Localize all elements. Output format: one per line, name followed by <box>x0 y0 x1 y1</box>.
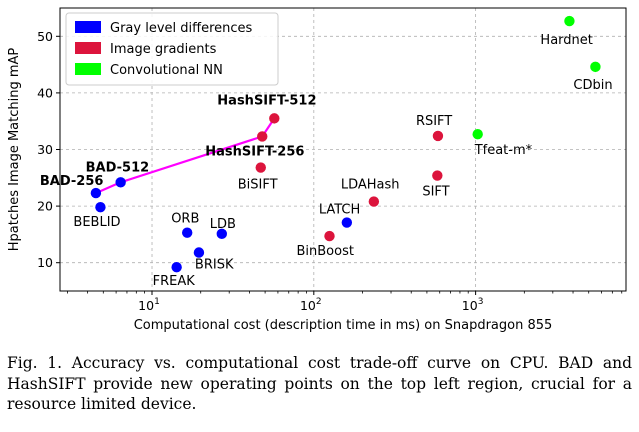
point-label: LATCH <box>319 203 360 218</box>
x-tick-label: 101 <box>138 297 160 313</box>
point-label: HashSIFT-256 <box>205 144 304 159</box>
point-ldb <box>216 228 228 240</box>
point-label: HashSIFT-512 <box>217 93 316 108</box>
point-label: FREAK <box>153 274 196 289</box>
point-label: BinBoost <box>296 244 353 259</box>
tradeoff-curve <box>95 117 276 195</box>
grid <box>60 8 626 291</box>
point-label: BAD-256 <box>40 174 104 189</box>
point-label: ORB <box>171 212 199 227</box>
y-tick-label: 30 <box>37 142 53 157</box>
point-ldahash <box>368 196 380 207</box>
point-bad-512 <box>115 177 126 188</box>
legend-label: Convolutional NN <box>110 63 223 78</box>
legend-box <box>65 12 279 86</box>
point-label: BRISK <box>195 258 234 273</box>
legend-swatch <box>75 63 101 75</box>
point-bisift <box>255 162 266 173</box>
x-tick-label: 103 <box>462 297 484 313</box>
legend-swatch <box>75 42 101 54</box>
point-label: SIFT <box>422 185 449 200</box>
point-label: BEBLID <box>73 215 120 230</box>
point-sift <box>432 170 443 181</box>
legend: Gray level differences Image gradients Con… <box>65 12 279 86</box>
point-label: LDB <box>210 217 236 232</box>
point-beblid <box>95 202 106 213</box>
point-label: RSIFT <box>416 114 452 129</box>
legend-label: Image gradients <box>110 42 217 57</box>
point-tfeat-m- <box>472 129 483 140</box>
tradeoff-curve-group <box>95 117 276 195</box>
legend-label: Gray level differences <box>110 21 253 36</box>
y-axis-ticks: 10 20 30 40 50 <box>37 29 60 270</box>
point-bad-256 <box>90 187 102 199</box>
legend-swatch <box>75 21 101 33</box>
x-axis-ticks: 101 102 103 <box>138 291 483 313</box>
figure-caption: Fig. 1. Accuracy vs. computational cost … <box>7 354 632 413</box>
point-label: CDbin <box>573 78 612 93</box>
point-hashsift-512 <box>269 113 280 124</box>
point-label: BiSIFT <box>238 178 278 193</box>
y-tick-label: 10 <box>37 255 53 270</box>
x-axis-label: Computational cost (description time in … <box>134 318 553 333</box>
data-points <box>90 15 601 273</box>
point-label: Hardnet <box>540 33 592 48</box>
x-tick-label: 102 <box>300 297 322 313</box>
point-hashsift-256 <box>257 131 268 142</box>
point-freak <box>171 262 182 273</box>
point-rsift <box>432 130 444 142</box>
point-orb <box>181 227 193 238</box>
point-label: Tfeat-m* <box>474 143 533 158</box>
point-binboost <box>324 230 335 242</box>
y-tick-label: 20 <box>37 199 53 214</box>
point-latch <box>341 217 353 228</box>
y-tick-label: 40 <box>37 85 53 100</box>
y-tick-label: 50 <box>37 29 53 44</box>
point-cdbin <box>590 61 601 73</box>
y-axis-label: Hpatches Image Matching mAP <box>7 48 22 252</box>
point-label: BAD-512 <box>86 160 150 175</box>
point-hardnet <box>564 15 575 27</box>
point-label: LDAHash <box>341 178 400 193</box>
point-brisk <box>193 247 205 258</box>
